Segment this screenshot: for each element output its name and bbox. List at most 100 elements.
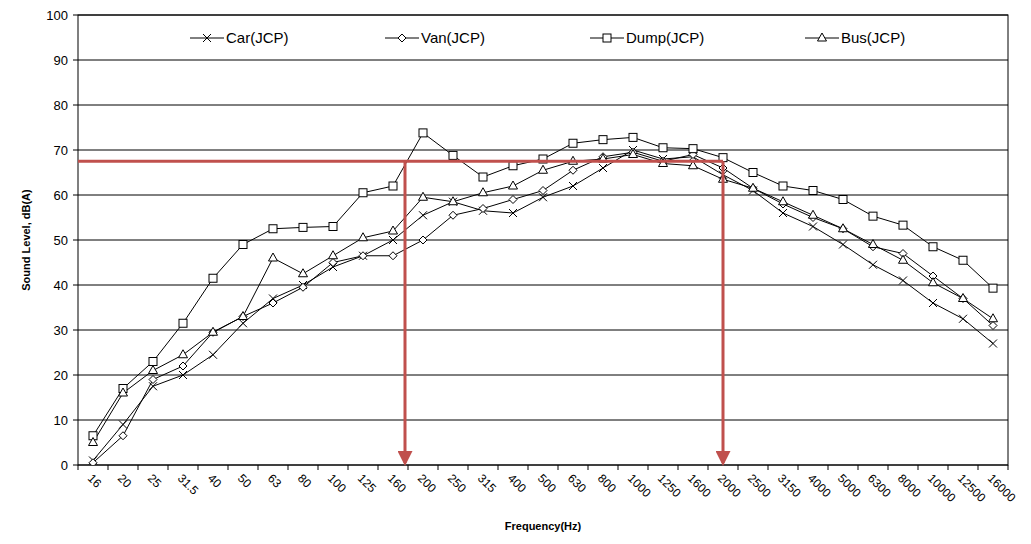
legend-label: Car(JCP) bbox=[226, 29, 289, 46]
series-marker bbox=[779, 197, 788, 205]
series-marker bbox=[419, 129, 427, 137]
x-tick bbox=[78, 465, 79, 470]
x-tick-label: 8000 bbox=[895, 471, 924, 500]
series-marker bbox=[449, 211, 457, 219]
y-tick-label: 30 bbox=[54, 323, 68, 338]
x-tick bbox=[528, 465, 529, 470]
series-marker bbox=[569, 182, 577, 190]
x-tick bbox=[138, 465, 139, 470]
x-tick-label: 25 bbox=[145, 471, 165, 491]
series-marker bbox=[329, 251, 338, 259]
series-marker bbox=[959, 294, 968, 302]
x-tick-label: 16 bbox=[85, 471, 105, 491]
x-tick bbox=[618, 465, 619, 470]
x-tick-label: 31.5 bbox=[175, 471, 202, 498]
series-marker bbox=[359, 252, 367, 260]
series-marker bbox=[209, 327, 218, 335]
series-marker bbox=[509, 209, 517, 217]
x-tick bbox=[918, 465, 919, 470]
series-marker bbox=[539, 187, 547, 195]
series-marker bbox=[239, 312, 248, 320]
series-marker bbox=[509, 162, 517, 170]
series-marker bbox=[779, 209, 787, 217]
series-marker bbox=[629, 150, 638, 158]
series-marker bbox=[749, 169, 757, 177]
y-tick-label: 70 bbox=[54, 143, 68, 158]
series-marker bbox=[989, 322, 997, 330]
series-marker bbox=[329, 259, 337, 267]
series-marker bbox=[179, 319, 187, 327]
x-tick-label: 63 bbox=[265, 471, 285, 491]
x-tick bbox=[438, 465, 439, 470]
chart: 010203040506070809010016202531.540506380… bbox=[0, 0, 1031, 544]
x-tick bbox=[1008, 465, 1009, 470]
legend-label: Bus(JCP) bbox=[841, 29, 905, 46]
series-line bbox=[93, 155, 993, 443]
series-marker bbox=[569, 166, 577, 174]
legend-marker bbox=[818, 33, 827, 41]
series-marker bbox=[689, 145, 697, 153]
x-tick-label: 10000 bbox=[925, 471, 959, 505]
series-marker bbox=[209, 328, 217, 336]
x-tick bbox=[978, 465, 979, 470]
grid-line bbox=[78, 240, 1008, 241]
x-tick-label: 3150 bbox=[775, 471, 804, 500]
series-marker bbox=[899, 277, 907, 285]
x-tick-label: 2500 bbox=[745, 471, 774, 500]
x-tick bbox=[948, 465, 949, 470]
series-marker bbox=[989, 340, 997, 348]
x-axis-label: Frequency(Hz) bbox=[505, 520, 582, 532]
series-marker bbox=[299, 223, 307, 231]
series-marker bbox=[569, 139, 577, 147]
series-marker bbox=[629, 133, 637, 141]
series-line bbox=[93, 133, 993, 436]
grid-line bbox=[78, 420, 1008, 421]
y-tick-label: 80 bbox=[54, 98, 68, 113]
y-tick bbox=[73, 285, 78, 286]
y-tick-label: 0 bbox=[61, 458, 68, 473]
x-tick bbox=[588, 465, 589, 470]
series-marker bbox=[299, 283, 307, 291]
series-marker bbox=[419, 211, 427, 219]
x-tick bbox=[108, 465, 109, 470]
x-tick bbox=[288, 465, 289, 470]
series-marker bbox=[269, 225, 277, 233]
x-tick-label: 200 bbox=[415, 471, 439, 495]
x-tick-label: 50 bbox=[235, 471, 255, 491]
series-marker bbox=[899, 221, 907, 229]
series-marker bbox=[839, 241, 847, 249]
x-tick-label: 20 bbox=[115, 471, 135, 491]
series-marker bbox=[149, 358, 157, 366]
grid-line bbox=[78, 105, 1008, 106]
series-marker bbox=[389, 236, 397, 244]
legend-marker bbox=[203, 34, 211, 42]
grid-line bbox=[78, 375, 1008, 376]
series-marker bbox=[359, 252, 367, 260]
series-marker bbox=[959, 315, 967, 323]
series-marker bbox=[389, 226, 398, 234]
x-tick-label: 315 bbox=[475, 471, 499, 495]
series-marker bbox=[329, 223, 337, 231]
series-marker bbox=[809, 187, 817, 195]
legend: Car(JCP)Van(JCP)Dump(JCP)Bus(JCP) bbox=[190, 29, 905, 46]
x-tick bbox=[468, 465, 469, 470]
series-marker bbox=[209, 274, 217, 282]
y-tick-label: 100 bbox=[46, 8, 68, 23]
x-tick bbox=[678, 465, 679, 470]
x-tick-label: 250 bbox=[445, 471, 469, 495]
y-tick bbox=[73, 330, 78, 331]
series-marker bbox=[479, 173, 487, 181]
series-marker bbox=[839, 196, 847, 204]
legend-label: Dump(JCP) bbox=[626, 29, 704, 46]
x-tick-label: 800 bbox=[595, 471, 619, 495]
series-marker bbox=[419, 236, 427, 244]
y-tick bbox=[73, 465, 78, 466]
series-marker bbox=[809, 210, 818, 218]
x-tick bbox=[858, 465, 859, 470]
x-tick-label: 2000 bbox=[715, 471, 744, 500]
series-marker bbox=[239, 241, 247, 249]
series-marker bbox=[659, 144, 667, 152]
series-marker bbox=[119, 432, 127, 440]
x-tick bbox=[228, 465, 229, 470]
y-tick bbox=[73, 150, 78, 151]
